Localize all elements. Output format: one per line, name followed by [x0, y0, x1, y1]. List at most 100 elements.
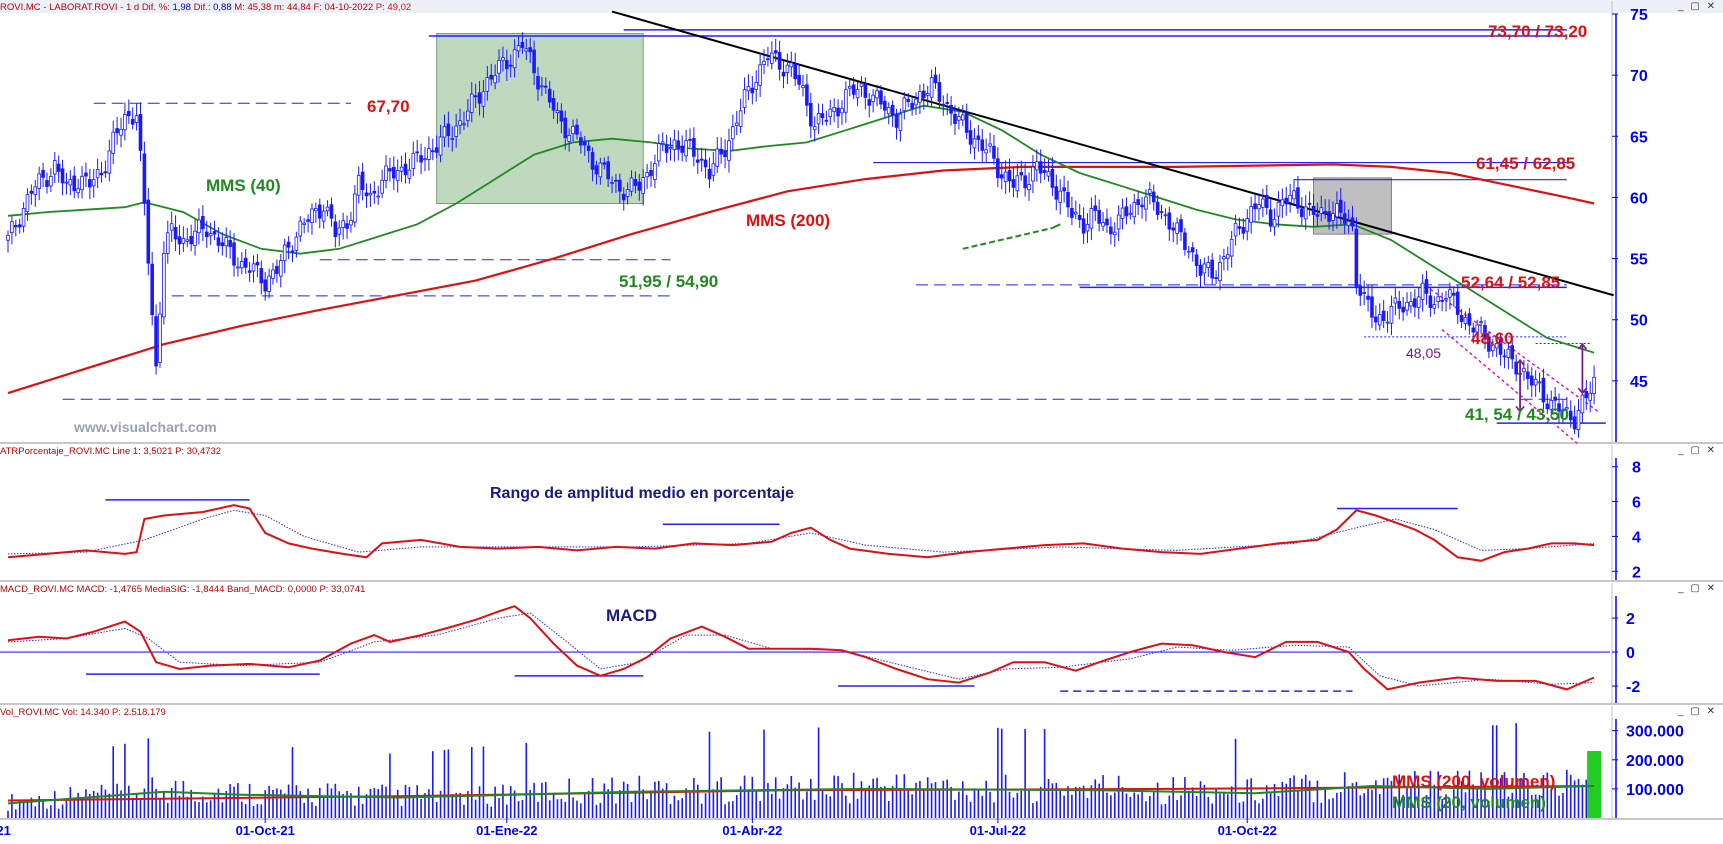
candle-body	[442, 126, 447, 138]
candle-body	[1171, 227, 1176, 231]
candle-body	[1264, 194, 1269, 208]
candle-body	[1241, 227, 1246, 234]
vol-window-controls[interactable]: _ ▢ ✕	[1678, 706, 1717, 717]
candle-body	[434, 147, 439, 153]
candle-body	[910, 102, 914, 109]
macd-line	[7, 605, 1595, 691]
candle-body	[863, 83, 868, 98]
label-61-45-62-85: 61,45 / 62,85	[1476, 154, 1575, 173]
candle-body	[1568, 410, 1573, 421]
candle-body	[746, 85, 751, 92]
candle-body	[547, 88, 552, 103]
header-part-4: M: 45,38 m: 44,84 F: 04-10-2022	[231, 2, 376, 13]
candle-body	[1448, 289, 1452, 298]
candle-body	[294, 236, 299, 251]
candle-body	[653, 163, 657, 180]
candle-body	[127, 111, 131, 117]
volume-axis-label: 100.000	[1626, 782, 1684, 799]
candle-body	[836, 107, 840, 117]
candle-body	[1144, 196, 1148, 210]
candle-body	[1054, 186, 1059, 200]
candle-body	[1327, 211, 1331, 222]
channel-width-arrow-1-head-bottom	[1515, 405, 1525, 413]
candle-body	[1124, 206, 1129, 217]
candle-body	[446, 123, 451, 137]
candle-body	[1268, 209, 1273, 227]
candle-body	[707, 168, 712, 180]
candle-body	[33, 186, 38, 196]
candle-body	[1050, 168, 1055, 188]
candle-body	[1565, 407, 1569, 410]
candle-body	[1393, 297, 1398, 304]
main-window-controls[interactable]: _ ▢ ✕	[1678, 1, 1717, 12]
x-axis-label: 01-Jul-22	[970, 823, 1026, 838]
candle-body	[150, 263, 154, 316]
candle-body	[84, 172, 88, 177]
price-axis-label: 55	[1630, 252, 1648, 269]
candle-body	[278, 260, 283, 277]
candle-body	[333, 221, 338, 237]
candle-body	[703, 159, 708, 168]
candle-body	[1416, 296, 1421, 308]
candle-body	[563, 117, 568, 139]
candle-body	[263, 279, 268, 292]
candle-body	[1541, 377, 1546, 403]
candle-body	[64, 181, 69, 184]
candle-body	[243, 257, 248, 268]
candle-body	[664, 144, 669, 153]
candle-body	[898, 113, 903, 132]
candle-body	[711, 163, 716, 176]
candle-body	[376, 195, 381, 198]
x-axis-label: 21	[0, 823, 11, 838]
candle-body	[395, 170, 400, 181]
candle-body	[777, 52, 782, 70]
candle-body	[602, 162, 607, 165]
candle-body	[505, 60, 509, 70]
header-part-0: ROVI.MC - LABORAT.ROVI - 1 d Dif. %:	[0, 2, 173, 13]
candle-body	[988, 143, 992, 147]
macd-window-controls[interactable]: _ ▢ ✕	[1678, 583, 1717, 594]
candle-body	[575, 124, 579, 135]
candle-body	[1545, 403, 1550, 410]
candle-body	[415, 151, 419, 154]
candle-body	[10, 221, 14, 234]
candle-body	[282, 244, 287, 262]
header-part-5: P: 49,02	[375, 2, 412, 13]
candle-body	[540, 85, 544, 88]
candle-body	[1479, 321, 1483, 324]
candle-body	[1081, 218, 1086, 234]
candle-body	[840, 108, 844, 114]
candle-body	[964, 113, 969, 133]
candle-body	[197, 219, 201, 234]
candle-body	[816, 113, 821, 125]
candle-body	[699, 158, 704, 161]
candle-body	[130, 118, 135, 125]
candle-body	[723, 150, 727, 158]
candle-body	[232, 242, 236, 266]
price-axis-label: 50	[1630, 313, 1648, 330]
atr-axis-label: 4	[1632, 529, 1641, 546]
candle-body	[801, 85, 805, 89]
candle-body	[937, 82, 942, 102]
candle-body	[894, 113, 899, 128]
channel-width-arrow-2-head-top	[1577, 342, 1588, 350]
candle-body	[808, 102, 813, 127]
candle-body	[185, 239, 190, 242]
candle-body	[929, 77, 934, 98]
macd-title: MACD	[606, 606, 657, 625]
label-48-60: 48,60	[1471, 329, 1514, 348]
candle-body	[1085, 224, 1090, 232]
atr-window-controls[interactable]: _ ▢ ✕	[1678, 445, 1717, 456]
candle-body	[1514, 361, 1518, 375]
candle-body	[302, 222, 306, 225]
candle-body	[1163, 214, 1168, 217]
candle-body	[341, 220, 345, 228]
candle-body	[1370, 296, 1374, 318]
candle-body	[886, 106, 891, 115]
candle-body	[240, 261, 244, 269]
candle-body	[925, 93, 930, 96]
candle-body	[883, 100, 887, 111]
candle-body	[1038, 161, 1043, 174]
candle-body	[251, 263, 256, 272]
candle-body	[680, 145, 684, 153]
